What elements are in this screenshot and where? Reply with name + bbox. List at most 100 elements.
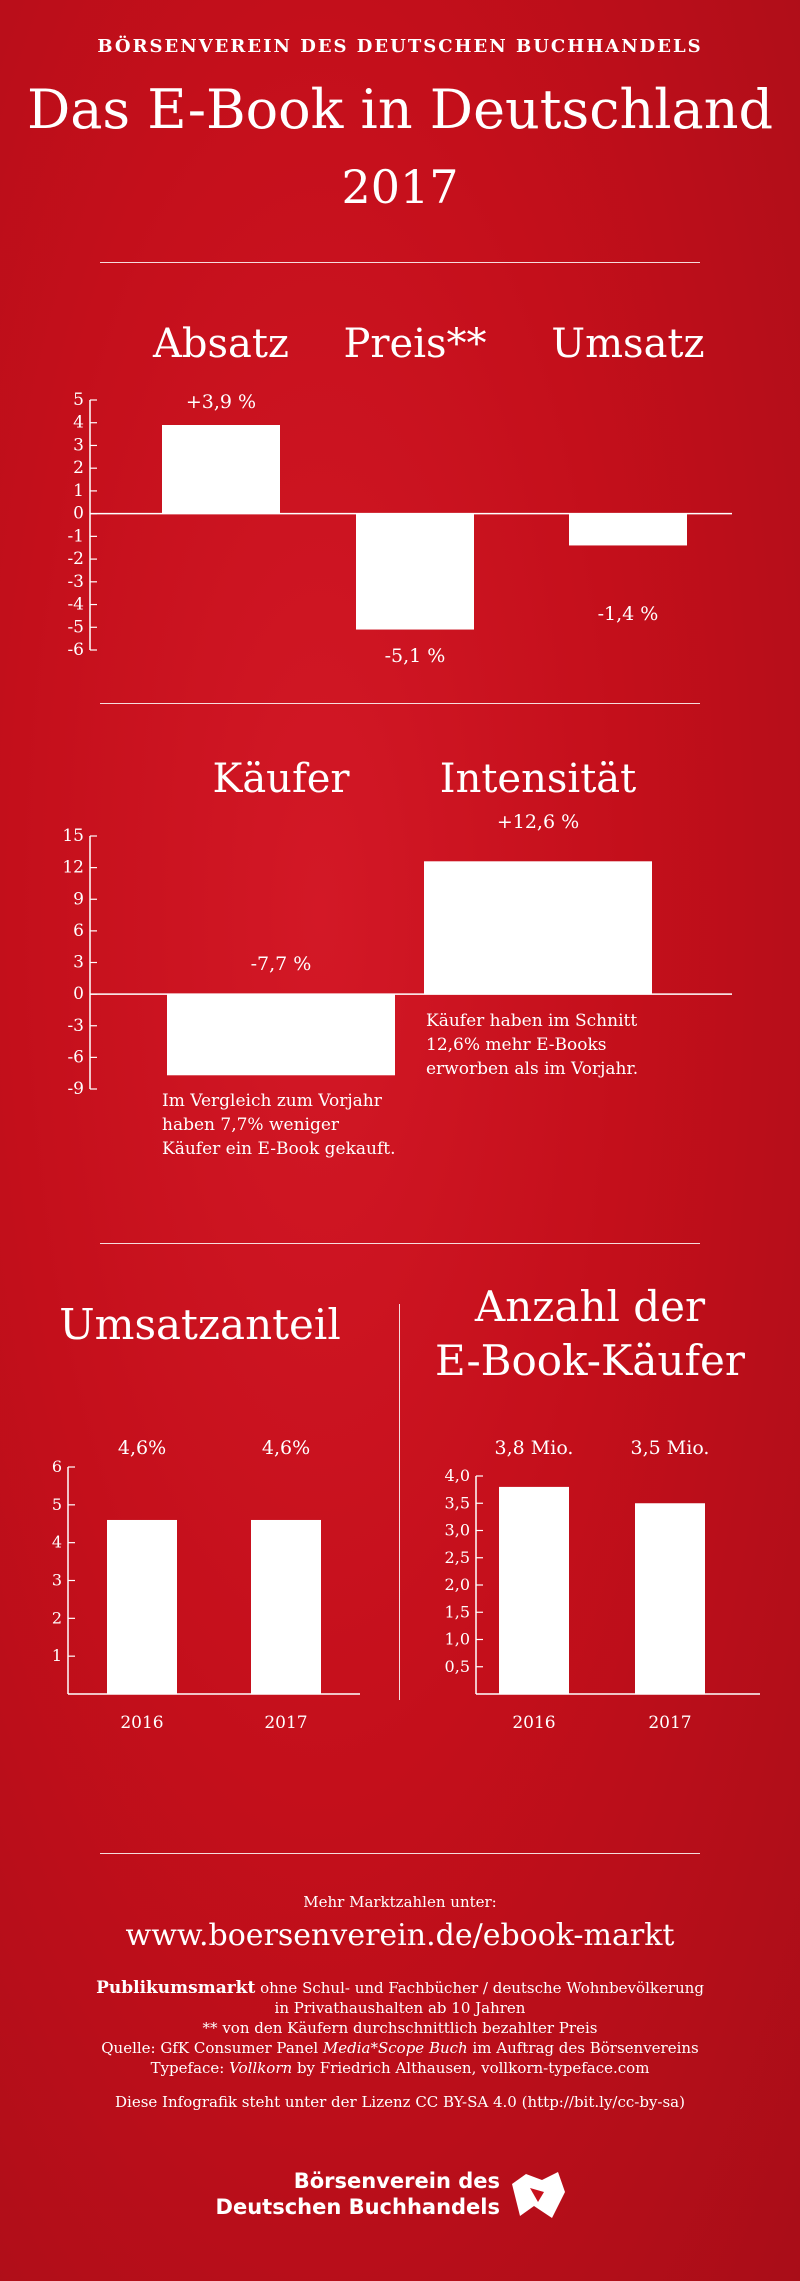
- page-title: Das E-Book in Deutschland: [26, 78, 774, 141]
- y-tick-label: 3: [73, 435, 84, 455]
- y-tick-label: -4: [67, 595, 84, 615]
- license-text: Diese Infografik steht unter der Lizenz …: [115, 2093, 685, 2111]
- y-tick-label: 4: [52, 1533, 62, 1552]
- category-label: Preis**: [343, 321, 486, 367]
- y-tick-label: -6: [67, 1047, 84, 1067]
- y-tick-label: 3: [73, 953, 84, 973]
- category-label: 2016: [512, 1713, 555, 1733]
- data-label: -5,1 %: [385, 645, 446, 667]
- y-tick-label: 4: [73, 413, 84, 433]
- divider: [100, 1243, 700, 1244]
- y-tick-label: 2,5: [445, 1548, 470, 1567]
- y-tick-label: 9: [73, 889, 84, 909]
- data-label: 4,6%: [262, 1437, 310, 1459]
- logo-line2: Deutschen Buchhandels: [215, 2195, 500, 2219]
- y-tick-label: 15: [62, 826, 84, 846]
- bar: [635, 1503, 705, 1694]
- y-tick-label: 3,0: [445, 1521, 470, 1540]
- logo-line1: Börsenverein des: [293, 2169, 500, 2193]
- vertical-divider: [399, 1304, 400, 1700]
- anzahl-title: Anzahl der E-Book-Käufer: [420, 1280, 760, 1388]
- category-label: Absatz: [152, 321, 289, 367]
- anzahl-title-line1: Anzahl der: [474, 1282, 706, 1331]
- data-label: -1,4 %: [598, 603, 659, 625]
- y-tick-label: 6: [73, 921, 84, 941]
- bar-note-line: Käufer ein E-Book gekauft.: [162, 1139, 396, 1159]
- data-label: +3,9 %: [186, 391, 256, 413]
- category-label: 2017: [648, 1713, 691, 1733]
- category-label: Intensität: [440, 756, 636, 802]
- bar-note-line: haben 7,7% weniger: [162, 1115, 340, 1135]
- y-tick-label: 3,5: [445, 1493, 470, 1512]
- anzahl-title-line2: E-Book-Käufer: [435, 1336, 745, 1385]
- bar: [107, 1519, 177, 1694]
- category-label: 2017: [264, 1713, 307, 1733]
- data-label: +12,6 %: [497, 811, 579, 833]
- y-tick-label: 6: [52, 1457, 62, 1476]
- boersenverein-logo-icon: [512, 2172, 565, 2218]
- bar-note-line: Im Vergleich zum Vorjahr: [162, 1091, 383, 1111]
- org-name: BÖRSENVEREIN DES DEUTSCHEN BUCHHANDELS: [97, 36, 703, 57]
- y-tick-label: 2,0: [445, 1575, 470, 1594]
- chart-kaeufer-intensitaet: 15 12 9 6 3 0 -3 -6 -9 Käufer -7,7 % Intensität +12,…: [62, 756, 732, 1159]
- y-tick-label: 2: [73, 458, 84, 478]
- y-tick-label: 3: [52, 1571, 62, 1590]
- y-tick-label: 0: [73, 504, 84, 524]
- bar: [356, 513, 474, 630]
- footnotes: Publikumsmarkt ohne Schul- und Fachbüche…: [0, 1978, 800, 2112]
- data-label: 3,8 Mio.: [495, 1437, 574, 1459]
- footnote-1: Publikumsmarkt ohne Schul- und Fachbüche…: [0, 1978, 800, 1998]
- divider: [100, 1853, 700, 1854]
- bar: [569, 513, 687, 546]
- y-tick-label: -1: [67, 526, 84, 546]
- y-tick-label: 2: [52, 1608, 62, 1627]
- y-tick-label: 4,0: [445, 1466, 470, 1485]
- logo-text: Börsenverein des Deutschen Buchhandels: [200, 2168, 500, 2220]
- y-tick-label: -3: [67, 1016, 84, 1036]
- category-label: Käufer: [212, 756, 350, 802]
- y-tick-label: 0,5: [445, 1657, 470, 1676]
- data-label: 3,5 Mio.: [631, 1437, 710, 1459]
- y-tick-label: 0: [73, 984, 84, 1004]
- y-tick-label: 5: [73, 390, 84, 410]
- chart-umsatzanteil: 6 5 4 3 2 1 4,6% 2016 4,6% 2017: [52, 1437, 360, 1733]
- y-tick-label: 1,0: [445, 1630, 470, 1649]
- data-label: -7,7 %: [251, 953, 312, 975]
- category-label: 2016: [120, 1713, 163, 1733]
- y-tick-label: 1,5: [445, 1602, 470, 1621]
- y-tick-label: -2: [67, 549, 84, 569]
- footnote-typeface: Typeface: Vollkorn by Friedrich Althause…: [150, 2059, 650, 2077]
- bar-note-line: erworben als im Vorjahr.: [426, 1059, 638, 1079]
- chart-absatz-preis-umsatz: 5 43 2 1 0-1 -2 -3 -4-5 -6 Absatz +3,9 % Preis** -5,…: [67, 321, 732, 667]
- bar: [424, 861, 652, 995]
- y-tick-label: 1: [73, 481, 84, 501]
- footnote-1-bold: Publikumsmarkt: [96, 1978, 256, 1998]
- y-tick-label: 1: [52, 1646, 62, 1665]
- data-label: 4,6%: [118, 1437, 166, 1459]
- y-tick-label: 5: [52, 1495, 62, 1514]
- footnote-source: Quelle: GfK Consumer Panel Media*Scope B…: [101, 2039, 699, 2057]
- umsatzanteil-title: Umsatzanteil: [59, 1300, 341, 1349]
- footnote-2: in Privathaushalten ab 10 Jahren: [274, 1999, 526, 2017]
- bar: [499, 1486, 569, 1694]
- market-url[interactable]: www.boersenverein.de/ebook-markt: [125, 1918, 675, 1953]
- footnote-1-rest: ohne Schul- und Fachbücher / deutsche Wo…: [255, 1979, 704, 1997]
- category-label: Umsatz: [551, 321, 704, 367]
- y-tick-label: 12: [62, 858, 84, 878]
- footnote-3: ** von den Käufern durchschnittlich beza…: [202, 2019, 598, 2037]
- bar: [251, 1519, 321, 1694]
- page-year: 2017: [341, 160, 459, 214]
- bar-note-line: 12,6% mehr E-Books: [426, 1035, 607, 1055]
- y-tick-label: -6: [67, 640, 84, 660]
- y-tick-label: -5: [67, 617, 84, 637]
- bar-note-line: Käufer haben im Schnitt: [426, 1011, 637, 1031]
- divider: [100, 703, 700, 704]
- more-label: Mehr Marktzahlen unter:: [303, 1893, 497, 1911]
- bar: [162, 425, 280, 514]
- bar: [167, 994, 395, 1076]
- chart-anzahl-kaeufer: 4,0 3,5 3,0 2,5 2,0 1,5 1,0 0,5 3,8 Mio. 2016 3,5 …: [445, 1437, 760, 1733]
- y-tick-label: -9: [67, 1079, 84, 1099]
- divider: [100, 262, 700, 263]
- y-tick-label: -3: [67, 572, 84, 592]
